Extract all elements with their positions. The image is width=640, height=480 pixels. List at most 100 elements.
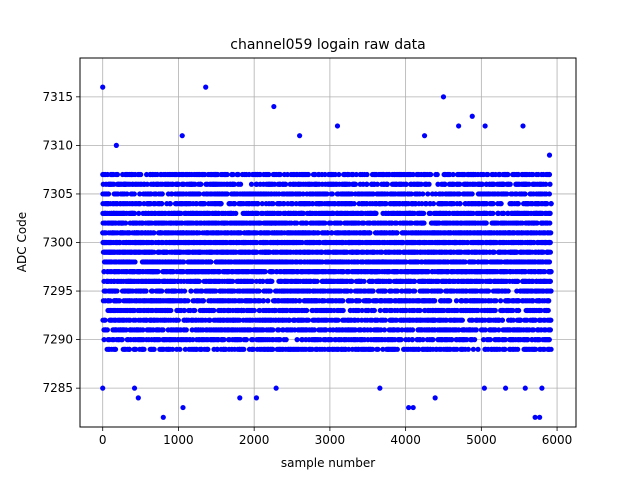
data-point: [259, 201, 265, 207]
data-point: [151, 230, 157, 236]
data-point: [250, 337, 256, 343]
data-point: [477, 288, 484, 294]
data-point: [180, 259, 186, 265]
data-point: [394, 230, 400, 236]
data-point: [141, 346, 147, 352]
data-point: [200, 317, 206, 323]
data-point: [464, 337, 470, 343]
data-point: [493, 298, 499, 304]
data-point: [185, 298, 191, 304]
data-point: [484, 259, 490, 265]
data-point: [104, 327, 110, 333]
data-point: [487, 337, 493, 343]
data-point: [429, 269, 435, 275]
data-point: [205, 346, 211, 352]
data-point: [412, 288, 418, 294]
data-point: [125, 259, 131, 265]
data-point: [480, 327, 486, 333]
data-point: [152, 259, 158, 265]
data-point: [545, 298, 551, 304]
data-point: [547, 327, 553, 333]
data-point: [380, 346, 386, 352]
data-point: [156, 278, 162, 284]
data-point: [197, 288, 203, 294]
data-point: [164, 288, 170, 294]
data-point: [459, 317, 465, 323]
data-point: [382, 307, 388, 314]
data-point: [160, 259, 166, 265]
data-point: [141, 288, 147, 294]
data-point: [430, 337, 436, 343]
data-point: [315, 239, 321, 246]
data-point: [182, 346, 188, 352]
data-point: [538, 288, 544, 294]
data-point: [254, 239, 260, 246]
data-point: [265, 298, 271, 304]
data-point: [190, 337, 196, 343]
data-point: [453, 298, 460, 304]
data-point: [503, 249, 509, 255]
data-point: [401, 259, 407, 265]
data-point: [407, 288, 413, 294]
data-point: [155, 269, 161, 275]
data-point: [470, 346, 476, 352]
data-point: [273, 269, 280, 275]
data-point: [155, 317, 161, 323]
data-point: [304, 307, 310, 314]
data-point: [133, 346, 139, 352]
data-point: [516, 307, 522, 314]
data-point: [168, 307, 174, 314]
data-point: [447, 298, 453, 304]
data-point: [355, 317, 361, 323]
data-point: [544, 307, 550, 314]
data-point: [309, 346, 315, 352]
data-point: [335, 317, 341, 323]
data-point: [196, 278, 202, 284]
data-point: [183, 327, 189, 333]
data-point: [346, 346, 352, 352]
data-point: [126, 346, 133, 352]
data-point: [393, 317, 400, 323]
data-point: [159, 288, 165, 294]
data-point: [267, 249, 273, 255]
data-point: [102, 317, 108, 323]
data-point: [491, 249, 497, 255]
data-point: [422, 239, 428, 246]
data-point: [179, 288, 185, 294]
data-point: [270, 327, 276, 333]
data-point: [356, 298, 362, 304]
data-point: [247, 259, 254, 265]
data-point: [438, 288, 444, 294]
data-point: [497, 249, 504, 255]
data-point: [548, 201, 554, 207]
data-point: [288, 269, 294, 275]
data-point: [351, 327, 357, 333]
data-point: [454, 288, 460, 294]
data-point: [267, 278, 273, 284]
data-point: [452, 259, 459, 265]
data-point: [475, 346, 481, 352]
data-point: [398, 337, 404, 343]
data-point: [312, 230, 319, 236]
data-point: [277, 337, 283, 343]
data-point: [547, 239, 553, 246]
data-point: [306, 230, 312, 236]
data-point: [355, 259, 361, 265]
data-point: [112, 259, 118, 265]
data-point: [548, 346, 554, 352]
data-point: [101, 337, 107, 343]
data-point: [314, 278, 320, 284]
data-point: [545, 259, 551, 265]
data-point: [340, 307, 346, 314]
data-point: [410, 327, 416, 333]
data-point: [533, 346, 539, 352]
data-point: [294, 337, 300, 343]
data-point: [519, 269, 525, 275]
data-point: [513, 278, 520, 284]
data-point: [283, 337, 289, 343]
data-point: [504, 278, 510, 284]
data-point: [394, 288, 401, 294]
data-point: [473, 327, 479, 333]
data-point: [491, 307, 497, 314]
data-point: [412, 278, 418, 284]
